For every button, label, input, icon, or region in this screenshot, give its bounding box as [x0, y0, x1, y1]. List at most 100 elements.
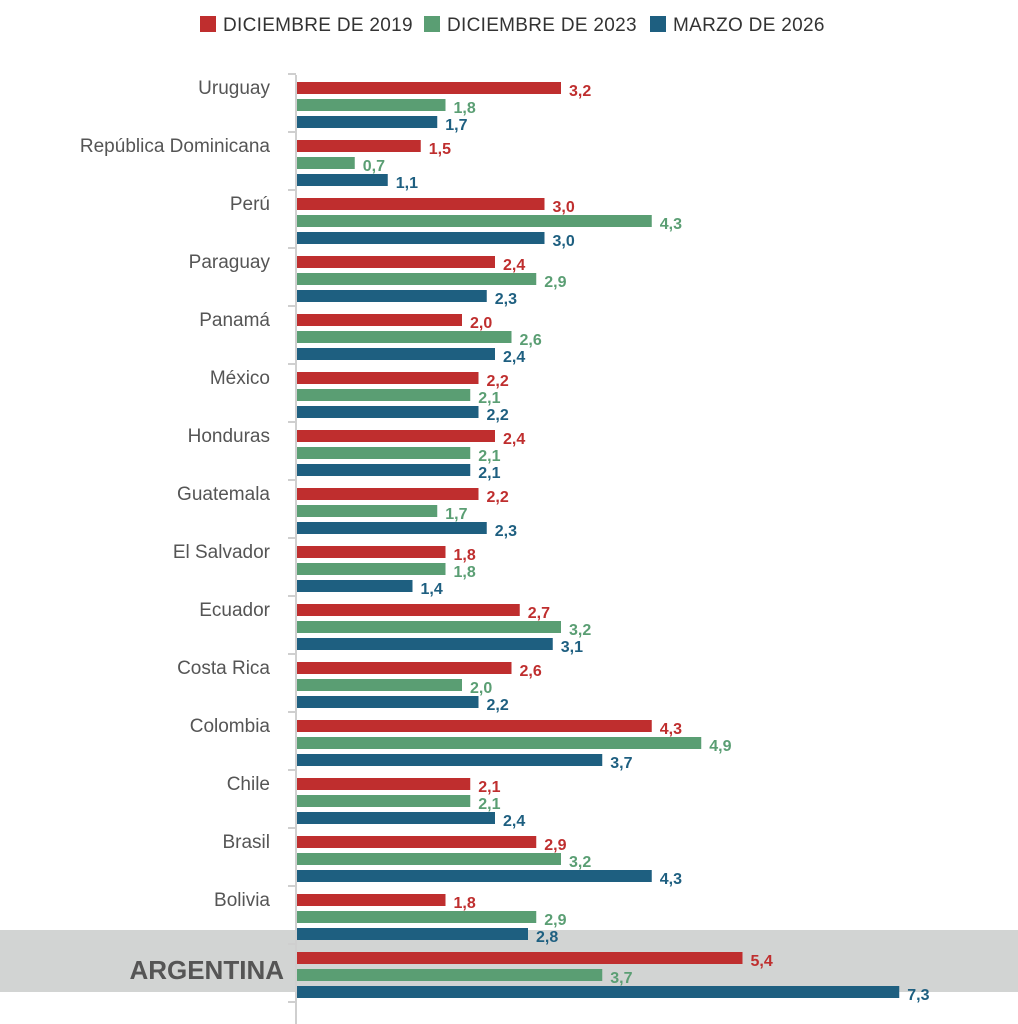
bar-bolivia-diciembre-de-2023	[297, 911, 537, 923]
bar-costa-rica-marzo-de-2026	[297, 696, 479, 708]
value-label-republica-dominicana-marzo-de-2026: 1,1	[396, 175, 418, 192]
category-label-paraguay: Paraguay	[189, 252, 271, 273]
value-label-el-salvador-marzo-de-2026: 1,4	[421, 581, 443, 598]
value-label-chile-diciembre-de-2023: 2,1	[478, 796, 500, 813]
value-label-costa-rica-marzo-de-2026: 2,2	[487, 697, 509, 714]
bar-el-salvador-marzo-de-2026	[297, 580, 413, 592]
bar-guatemala-diciembre-de-2023	[297, 505, 438, 517]
value-label-guatemala-diciembre-de-2023: 1,7	[445, 506, 467, 523]
legend: DICIEMBRE DE 2019 DICIEMBRE DE 2023 MARZO …	[200, 15, 824, 36]
value-label-panama-marzo-de-2026: 2,4	[503, 349, 525, 366]
value-label-colombia-diciembre-de-2023: 4,9	[709, 738, 731, 755]
bar-uruguay-diciembre-de-2019	[297, 82, 561, 94]
bar-peru-diciembre-de-2019	[297, 198, 545, 210]
category-axis-ticks	[288, 73, 296, 1003]
value-label-brasil-marzo-de-2026: 4,3	[660, 871, 682, 888]
category-label-colombia: Colombia	[190, 716, 271, 737]
bar-uruguay-diciembre-de-2023	[297, 99, 446, 111]
legend-swatch-marzo-de-2026	[650, 16, 666, 32]
bar-ecuador-marzo-de-2026	[297, 638, 553, 650]
category-label-chile: Chile	[227, 774, 270, 795]
bar-paraguay-diciembre-de-2023	[297, 273, 537, 285]
bar-uruguay-marzo-de-2026	[297, 116, 438, 128]
value-label-peru-diciembre-de-2019: 3,0	[553, 199, 575, 216]
bar-guatemala-diciembre-de-2019	[297, 488, 479, 500]
bar-brasil-diciembre-de-2019	[297, 836, 537, 848]
value-label-mexico-diciembre-de-2023: 2,1	[478, 390, 500, 407]
value-label-paraguay-diciembre-de-2019: 2,4	[503, 257, 525, 274]
bar-argentina-diciembre-de-2019	[297, 952, 743, 964]
bar-peru-diciembre-de-2023	[297, 215, 652, 227]
bar-mexico-diciembre-de-2023	[297, 389, 471, 401]
value-label-mexico-marzo-de-2026: 2,2	[487, 407, 509, 424]
value-label-el-salvador-diciembre-de-2023: 1,8	[454, 564, 476, 581]
value-label-republica-dominicana-diciembre-de-2023: 0,7	[363, 158, 385, 175]
value-label-el-salvador-diciembre-de-2019: 1,8	[454, 547, 476, 564]
bar-paraguay-diciembre-de-2019	[297, 256, 495, 268]
category-label-honduras: Honduras	[188, 426, 270, 447]
legend-swatch-diciembre-de-2023	[424, 16, 440, 32]
bar-republica-dominicana-marzo-de-2026	[297, 174, 388, 186]
category-label-uruguay: Uruguay	[198, 78, 270, 99]
value-label-chile-marzo-de-2026: 2,4	[503, 813, 525, 830]
bar-republica-dominicana-diciembre-de-2023	[297, 157, 355, 169]
value-label-bolivia-marzo-de-2026: 2,8	[536, 929, 558, 946]
bar-brasil-marzo-de-2026	[297, 870, 652, 882]
value-label-guatemala-marzo-de-2026: 2,3	[495, 523, 517, 540]
category-label-panama: Panamá	[199, 310, 270, 331]
bar-chile-diciembre-de-2023	[297, 795, 471, 807]
value-label-ecuador-marzo-de-2026: 3,1	[561, 639, 583, 656]
bar-argentina-marzo-de-2026	[297, 986, 900, 998]
value-label-paraguay-diciembre-de-2023: 2,9	[544, 274, 566, 291]
bar-paraguay-marzo-de-2026	[297, 290, 487, 302]
category-label-mexico: México	[210, 368, 270, 389]
bar-el-salvador-diciembre-de-2023	[297, 563, 446, 575]
category-label-republica-dominicana: República Dominicana	[80, 136, 271, 157]
bar-argentina-diciembre-de-2023	[297, 969, 603, 981]
bar-chile-marzo-de-2026	[297, 812, 495, 824]
value-label-uruguay-diciembre-de-2019: 3,2	[569, 83, 591, 100]
value-label-chile-diciembre-de-2019: 2,1	[478, 779, 500, 796]
value-labels: 3,21,81,71,50,71,13,04,33,02,42,92,32,02…	[363, 83, 930, 1004]
value-label-honduras-diciembre-de-2019: 2,4	[503, 431, 525, 448]
bar-el-salvador-diciembre-de-2019	[297, 546, 446, 558]
bar-brasil-diciembre-de-2023	[297, 853, 561, 865]
category-labels: Uruguay República Dominicana Perú Paraguay P…	[80, 78, 284, 985]
category-label-guatemala: Guatemala	[177, 484, 270, 505]
value-label-uruguay-marzo-de-2026: 1,7	[445, 117, 467, 134]
category-label-ecuador: Ecuador	[199, 600, 270, 621]
bar-honduras-diciembre-de-2019	[297, 430, 495, 442]
legend-label-diciembre-de-2019: DICIEMBRE DE 2019	[223, 15, 413, 36]
bar-honduras-marzo-de-2026	[297, 464, 471, 476]
value-label-paraguay-marzo-de-2026: 2,3	[495, 291, 517, 308]
category-label-peru: Perú	[230, 194, 270, 215]
bar-chile-diciembre-de-2019	[297, 778, 471, 790]
category-label-brasil: Brasil	[222, 832, 270, 853]
category-label-argentina: ARGENTINA	[129, 955, 284, 985]
bar-costa-rica-diciembre-de-2023	[297, 679, 462, 691]
value-label-peru-diciembre-de-2023: 4,3	[660, 216, 682, 233]
bar-bolivia-marzo-de-2026	[297, 928, 528, 940]
value-label-argentina-diciembre-de-2019: 5,4	[751, 953, 773, 970]
value-label-uruguay-diciembre-de-2023: 1,8	[454, 100, 476, 117]
value-label-ecuador-diciembre-de-2023: 3,2	[569, 622, 591, 639]
value-label-brasil-diciembre-de-2023: 3,2	[569, 854, 591, 871]
legend-swatch-diciembre-de-2019	[200, 16, 216, 32]
value-label-panama-diciembre-de-2019: 2,0	[470, 315, 492, 332]
bar-costa-rica-diciembre-de-2019	[297, 662, 512, 674]
value-label-mexico-diciembre-de-2019: 2,2	[487, 373, 509, 390]
bar-colombia-marzo-de-2026	[297, 754, 603, 766]
value-label-republica-dominicana-diciembre-de-2019: 1,5	[429, 141, 451, 158]
value-label-honduras-diciembre-de-2023: 2,1	[478, 448, 500, 465]
value-label-costa-rica-diciembre-de-2019: 2,6	[520, 663, 542, 680]
bar-republica-dominicana-diciembre-de-2019	[297, 140, 421, 152]
bar-peru-marzo-de-2026	[297, 232, 545, 244]
bar-panama-diciembre-de-2019	[297, 314, 462, 326]
value-label-argentina-diciembre-de-2023: 3,7	[610, 970, 632, 987]
legend-label-diciembre-de-2023: DICIEMBRE DE 2023	[447, 15, 637, 36]
bar-mexico-marzo-de-2026	[297, 406, 479, 418]
value-label-brasil-diciembre-de-2019: 2,9	[544, 837, 566, 854]
bar-ecuador-diciembre-de-2019	[297, 604, 520, 616]
value-label-peru-marzo-de-2026: 3,0	[553, 233, 575, 250]
